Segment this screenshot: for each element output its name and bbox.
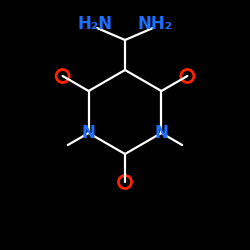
Text: N: N — [82, 124, 96, 142]
Text: NH₂: NH₂ — [138, 15, 172, 33]
Text: N: N — [154, 124, 168, 142]
Text: H₂N: H₂N — [78, 15, 112, 33]
